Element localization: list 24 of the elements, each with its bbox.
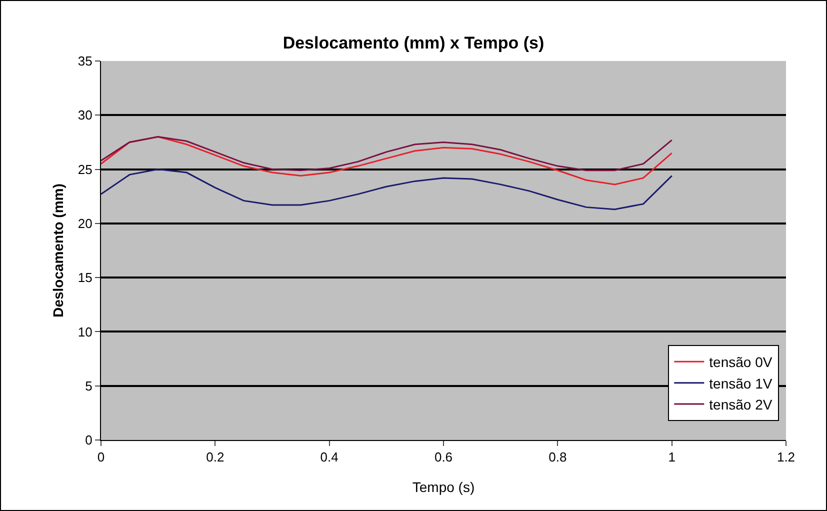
y-tick-label: 30 (78, 108, 92, 123)
x-tick-label: 1.2 (776, 450, 796, 465)
y-tick-label: 5 (85, 378, 92, 394)
legend-label: tensão 1V (709, 375, 773, 392)
chart-title: Deslocamento (mm) x Tempo (s) (282, 34, 544, 53)
y-tick-label: 10 (78, 324, 92, 340)
y-tick-label: 35 (78, 54, 92, 69)
y-tick-label: 20 (78, 216, 92, 231)
x-tick-label: 0.6 (434, 450, 453, 465)
y-axis-title: Deslocamento (mm) (50, 184, 66, 318)
legend-label: tensão 2V (709, 396, 773, 413)
y-tick-label: 0 (85, 432, 92, 448)
y-tick-label: 15 (78, 270, 92, 286)
line-series (101, 136, 673, 186)
x-tick-label: 0.2 (206, 450, 224, 465)
x-tick-label: 0.4 (320, 450, 338, 465)
y-tick-label: 25 (78, 162, 92, 177)
x-tick-label: 0.8 (548, 450, 567, 465)
line-series (101, 136, 673, 172)
legend-label: tensão 0V (709, 354, 773, 370)
x-axis-title: Tempo (s) (412, 479, 475, 495)
x-tick-label: 0 (97, 450, 105, 465)
line-series (101, 168, 673, 210)
x-tick-label: 1 (668, 450, 676, 465)
